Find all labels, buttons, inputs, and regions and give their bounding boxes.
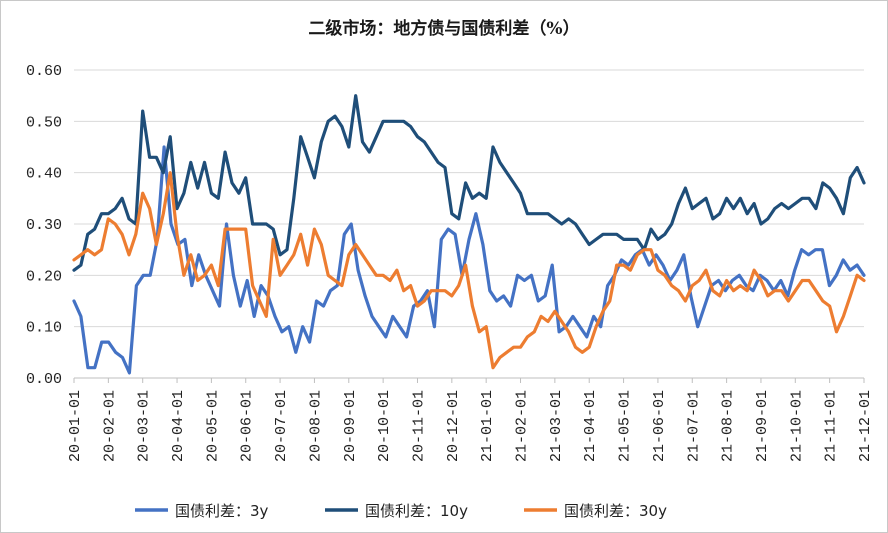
x-tick-label: 20-10-01 [376,390,393,462]
chart-title: 二级市场：地方债与国债利差（%） [308,19,580,39]
x-tick-label: 20-01-01 [67,390,84,462]
x-tick-label: 21-03-01 [548,390,565,462]
y-tick-label: 0.60 [26,63,62,80]
legend-label-1: 国债利差：3y [175,502,269,520]
y-tick-label: 0.30 [26,217,62,234]
x-tick-label: 21-02-01 [514,390,531,462]
x-tick-label: 20-05-01 [204,390,221,462]
x-axis: 20-01-01 20-02-01 20-03-01 20-04-01 20-05-01… [67,377,874,462]
x-tick-label: 21-11-01 [823,390,840,462]
x-tick-label: 21-12-01 [857,390,874,462]
y-tick-label: 0.20 [26,268,62,285]
x-tick-label: 20-08-01 [307,390,324,462]
x-tick-label: 20-03-01 [136,390,153,462]
series-lines [72,94,866,375]
x-tick-label: 21-04-01 [582,390,599,462]
legend: 国债利差：3y 国债利差：10y 国债利差：30y [135,502,667,520]
x-tick-label: 21-06-01 [651,390,668,462]
x-tick-label: 20-09-01 [342,390,359,462]
legend-label-3: 国债利差：30y [564,502,667,520]
series-line-3 [72,171,866,370]
x-tick-label: 21-07-01 [685,390,702,462]
legend-label-2: 国债利差：10y [365,502,468,520]
x-tick-label: 21-09-01 [754,390,771,462]
x-tick-label: 20-12-01 [445,390,462,462]
series-line-2 [72,94,866,272]
x-tick-label: 20-04-01 [170,390,187,462]
x-tick-label: 21-01-01 [479,390,496,462]
y-tick-label: 0.00 [26,371,62,388]
x-tick-label: 20-02-01 [101,390,118,462]
grid-lines [74,69,864,328]
y-tick-label: 0.40 [26,166,62,183]
y-axis-ticks: 0.00 0.10 0.20 0.30 0.40 0.50 0.60 [26,63,62,388]
x-tick-label: 21-10-01 [788,390,805,462]
y-tick-label: 0.10 [26,320,62,337]
x-tick-label: 20-06-01 [239,390,256,462]
x-tick-label: 20-11-01 [410,390,427,462]
y-tick-label: 0.50 [26,114,62,131]
x-tick-label: 21-08-01 [720,390,737,462]
x-tick-label: 20-07-01 [273,390,290,462]
x-tick-label: 21-05-01 [617,390,634,462]
